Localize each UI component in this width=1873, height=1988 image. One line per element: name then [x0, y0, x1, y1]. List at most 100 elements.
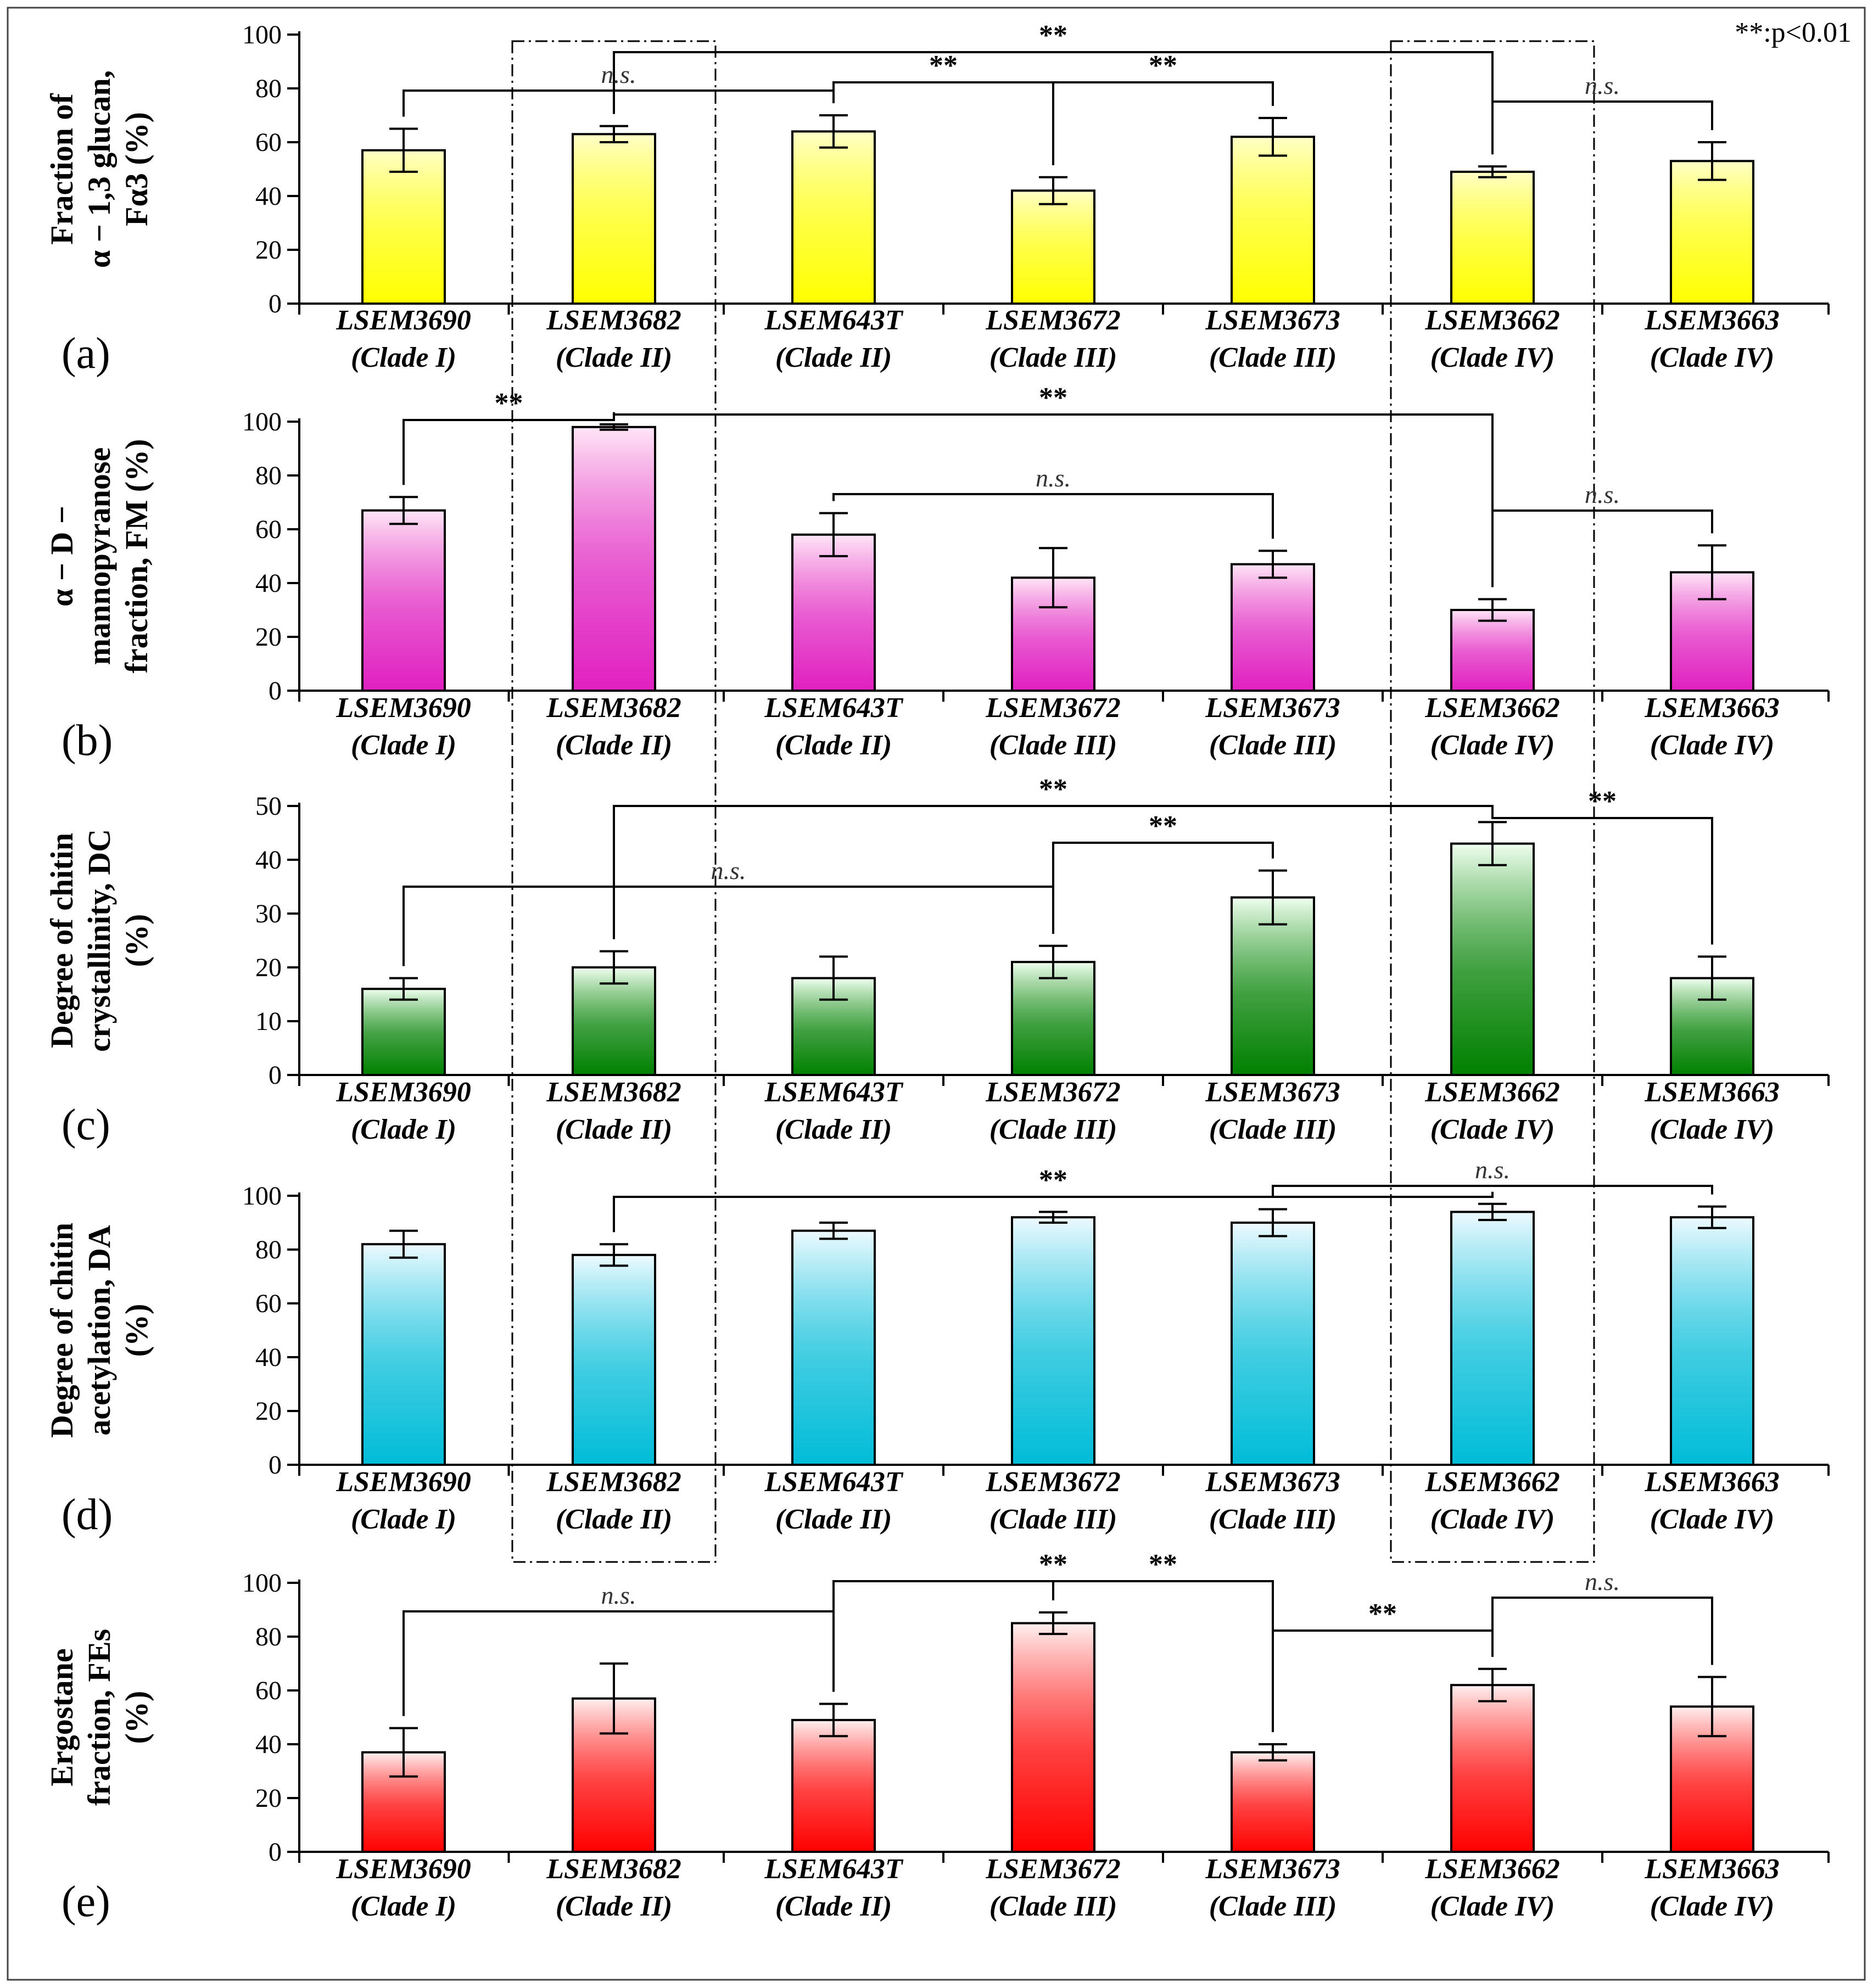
- significance-bracket: [1491, 100, 1713, 155]
- category-clade-label: (Clade II): [775, 1504, 892, 1535]
- significance-label: **: [1588, 786, 1617, 817]
- bar: [1450, 170, 1535, 305]
- panel-c: 0 10 20 30 40 50 Degree of chitincrystallinity…: [44, 774, 1830, 1149]
- significance-label: **: [1039, 1549, 1067, 1580]
- panel-label: (b): [61, 716, 113, 765]
- ns-label: n.s.: [601, 60, 636, 88]
- ns-label: n.s.: [601, 1581, 636, 1609]
- significance-bracket: [1491, 509, 1713, 587]
- y-tick-label: 20: [255, 623, 282, 652]
- category-label: LSEM3663: [1644, 305, 1780, 336]
- category-label: LSEM3682: [546, 1077, 681, 1108]
- y-tick-label: 40: [255, 1730, 282, 1759]
- category-clade-label: (Clade III): [989, 1114, 1117, 1145]
- y-tick-label: 20: [255, 236, 282, 265]
- y-axis-label-line: acetylation, DA: [81, 1225, 117, 1435]
- y-axis-label-line: Ergostane: [44, 1648, 80, 1786]
- category-label: LSEM3682: [546, 1853, 681, 1885]
- y-tick-label: 20: [255, 1784, 282, 1813]
- category-label: LSEM3672: [985, 1853, 1121, 1885]
- significance-legend: **:p<0.01: [1735, 17, 1852, 48]
- bar: [1231, 1751, 1315, 1853]
- category-clade-label: (Clade III): [1209, 342, 1337, 373]
- highlight-box-lsem3682: [511, 40, 717, 1563]
- bar: [1011, 1622, 1095, 1853]
- category-label: LSEM3672: [985, 1466, 1121, 1498]
- category-label: LSEM3673: [1205, 692, 1340, 724]
- significance-bracket: [402, 412, 615, 485]
- panel-label: (e): [61, 1878, 110, 1926]
- ns-label: n.s.: [1585, 1567, 1620, 1595]
- category-clade-label: (Clade III): [989, 1504, 1117, 1535]
- y-tick-label: 60: [255, 1676, 282, 1705]
- significance-bracket: [832, 493, 1274, 539]
- category-label: LSEM643T: [764, 692, 904, 724]
- category-label: LSEM3662: [1424, 692, 1560, 724]
- category-clade-label: (Clade IV): [1650, 1504, 1775, 1535]
- category-clade-label: (Clade III): [989, 1891, 1117, 1922]
- y-tick-label: 10: [255, 1007, 282, 1036]
- ns-label: n.s.: [1585, 71, 1620, 99]
- y-axis-label-line: mannopyranose: [81, 447, 117, 665]
- significance-label: **: [495, 388, 523, 419]
- bar: [572, 966, 656, 1076]
- bar: [1450, 609, 1535, 692]
- y-axis-label-line: fraction, FM (%): [119, 439, 154, 674]
- y-axis-label-line: α − D −: [44, 506, 80, 607]
- y-axis-label: α − D −mannopyranosefraction, FM (%): [44, 439, 154, 674]
- bar: [1450, 1684, 1535, 1853]
- ns-label: n.s.: [1036, 464, 1071, 492]
- category-label: LSEM3663: [1644, 1853, 1780, 1885]
- panel-label: (c): [61, 1101, 110, 1149]
- y-tick-label: 0: [269, 1061, 282, 1090]
- y-axis-label-line: Fα3 (%): [119, 112, 154, 226]
- significance-label: **: [1039, 1164, 1067, 1196]
- category-clade-label: (Clade III): [1209, 1114, 1337, 1145]
- category-label: LSEM3682: [546, 1466, 681, 1498]
- y-tick-label: 0: [269, 289, 282, 318]
- significance-bracket: [613, 1191, 1494, 1233]
- category-clade-label: (Clade III): [1209, 1504, 1337, 1535]
- bar: [361, 1243, 446, 1466]
- y-axis-label-line: (%): [119, 1304, 154, 1357]
- panel-a: 0 20 40 60 80 100 Fraction ofα − 1,3 glucan,Fα…: [44, 20, 1830, 378]
- y-tick-label: 40: [255, 569, 282, 598]
- y-axis-label: Ergostanefraction, FEs(%): [44, 1629, 154, 1806]
- category-clade-label: (Clade I): [351, 1504, 456, 1535]
- figure-border: [7, 7, 1866, 1981]
- dashed-highlight-boxes: [511, 40, 1595, 1563]
- y-axis-label-line: (%): [119, 1691, 154, 1744]
- category-clade-label: (Clade I): [351, 1114, 456, 1145]
- y-axis-label-line: fraction, FEs: [81, 1629, 117, 1806]
- y-tick-label: 100: [242, 20, 282, 49]
- ns-label: n.s.: [1585, 480, 1620, 508]
- y-tick-label: 80: [255, 1235, 282, 1264]
- significance-label: **: [1039, 774, 1067, 805]
- y-axis-label-line: α − 1,3 glucan,: [81, 70, 117, 268]
- bar: [1231, 136, 1315, 305]
- category-label: LSEM3662: [1424, 305, 1560, 336]
- category-clade-label: (Clade IV): [1650, 342, 1775, 373]
- y-tick-label: 60: [255, 515, 282, 544]
- bar: [1670, 160, 1754, 305]
- y-tick-label: 50: [255, 792, 282, 821]
- category-clade-label: (Clade IV): [1430, 1114, 1555, 1145]
- bar: [1670, 1216, 1754, 1466]
- y-tick-label: 60: [255, 128, 282, 157]
- ns-label: n.s.: [1475, 1156, 1510, 1184]
- y-tick-label: 40: [255, 1343, 282, 1372]
- category-clade-label: (Clade IV): [1430, 1891, 1555, 1922]
- category-label: LSEM3690: [336, 1077, 471, 1108]
- category-label: LSEM3682: [546, 692, 681, 724]
- bar: [1011, 189, 1095, 305]
- category-label: LSEM643T: [764, 1077, 904, 1108]
- significance-label: **: [929, 50, 958, 81]
- bar: [361, 509, 446, 692]
- significance-bracket: [402, 886, 1054, 966]
- category-clade-label: (Clade III): [1209, 730, 1337, 761]
- y-tick-label: 0: [269, 1838, 282, 1867]
- category-clade-label: (Clade II): [556, 1891, 672, 1922]
- y-tick-label: 60: [255, 1289, 282, 1318]
- highlight-box-lsem3662: [1390, 40, 1595, 1563]
- bar: [791, 130, 876, 305]
